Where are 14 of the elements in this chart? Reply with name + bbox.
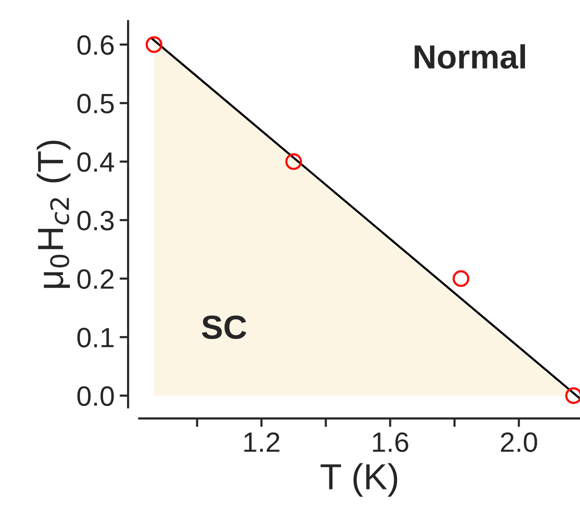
y-tick-label: 0.2 — [77, 269, 114, 289]
y-tick-label: 0.5 — [77, 94, 114, 114]
x-axis-title: T (K) — [320, 463, 398, 497]
x-tick-label: 1.6 — [372, 432, 408, 452]
y-tick-label: 0.6 — [77, 35, 114, 55]
x-tick-label: 1.2 — [244, 432, 280, 452]
y-tick-label: 0.3 — [77, 210, 114, 230]
y-axis-title: μ$_{0}$H$_{c2}$ (T) — [36, 140, 70, 288]
annotation: Normal — [414, 44, 525, 69]
y-tick-label: 0.0 — [77, 386, 114, 406]
x-tick-label: 2.0 — [500, 432, 538, 452]
annotation: SC — [202, 315, 246, 340]
y-tick-label: 0.1 — [77, 328, 114, 348]
y-tick-label: 0.4 — [77, 152, 114, 172]
